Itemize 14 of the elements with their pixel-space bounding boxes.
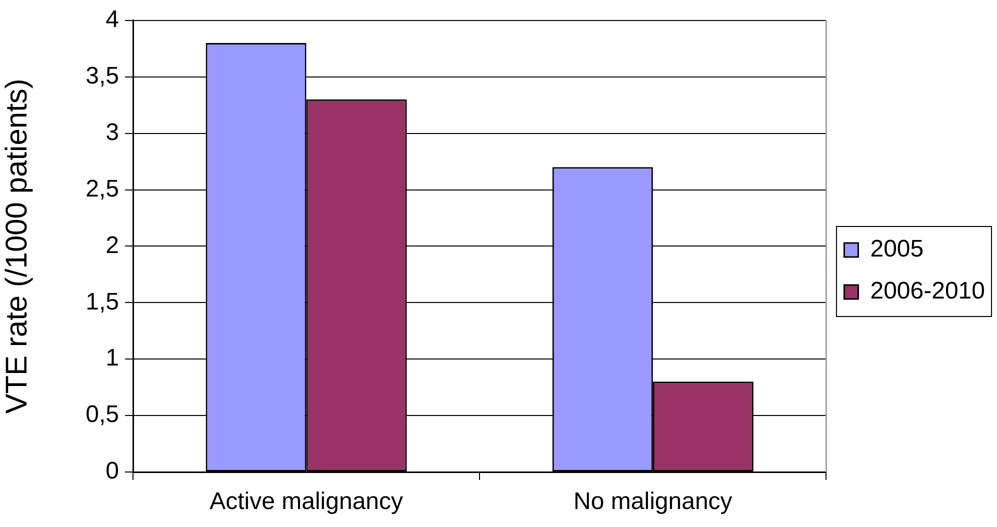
y-tick-label: 0,5 xyxy=(86,401,119,428)
x-tick-label: No malignancy xyxy=(574,488,732,516)
legend-label: 2005 xyxy=(870,236,924,263)
y-tick-label: 1,5 xyxy=(86,288,119,316)
y-tick-label: 2 xyxy=(106,232,119,259)
y-tick-label: 3,5 xyxy=(86,62,119,90)
y-tick-label: 4 xyxy=(106,6,119,34)
legend-label: 2006-2010 xyxy=(870,278,986,305)
y-axis-title: VTE rate (/1000 patients) xyxy=(0,78,34,414)
y-tick-label: 3 xyxy=(106,118,119,146)
y-tick-label: 0 xyxy=(106,458,119,485)
y-tick-label: 1 xyxy=(106,344,119,372)
y-tick-label: 2,5 xyxy=(86,175,119,202)
x-tick-label: Active malignancy xyxy=(210,488,404,516)
